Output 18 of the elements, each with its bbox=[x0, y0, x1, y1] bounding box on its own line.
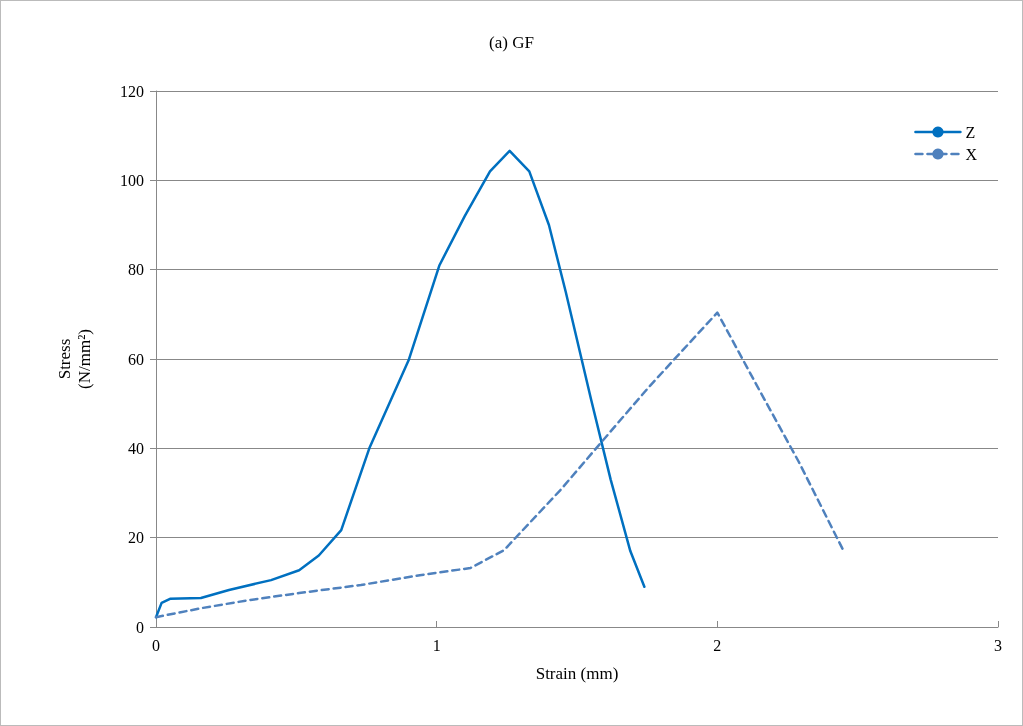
y-tick-label: 80 bbox=[128, 261, 144, 279]
chart-title: (a) GF bbox=[489, 33, 534, 52]
y-tick-label: 20 bbox=[128, 529, 144, 547]
y-tick-label: 120 bbox=[120, 82, 144, 100]
x-tick-label: 3 bbox=[994, 636, 1002, 654]
x-tick-label: 0 bbox=[152, 636, 160, 654]
legend-label: X bbox=[965, 145, 978, 163]
y-tick-label: 60 bbox=[128, 350, 144, 368]
y-axis-title: Stress (N/mm²) bbox=[54, 329, 94, 389]
legend-label: Z bbox=[965, 123, 976, 141]
y-tick-label: 100 bbox=[120, 171, 144, 189]
line-series bbox=[154, 149, 646, 619]
x-tick-label: 1 bbox=[432, 636, 441, 654]
x-tick-label: 2 bbox=[713, 636, 722, 654]
line-series bbox=[154, 311, 845, 619]
y-tick-label: 40 bbox=[128, 439, 144, 457]
y-tick-label: 0 bbox=[136, 618, 144, 636]
x-axis-title: Strain (mm) bbox=[535, 664, 619, 683]
